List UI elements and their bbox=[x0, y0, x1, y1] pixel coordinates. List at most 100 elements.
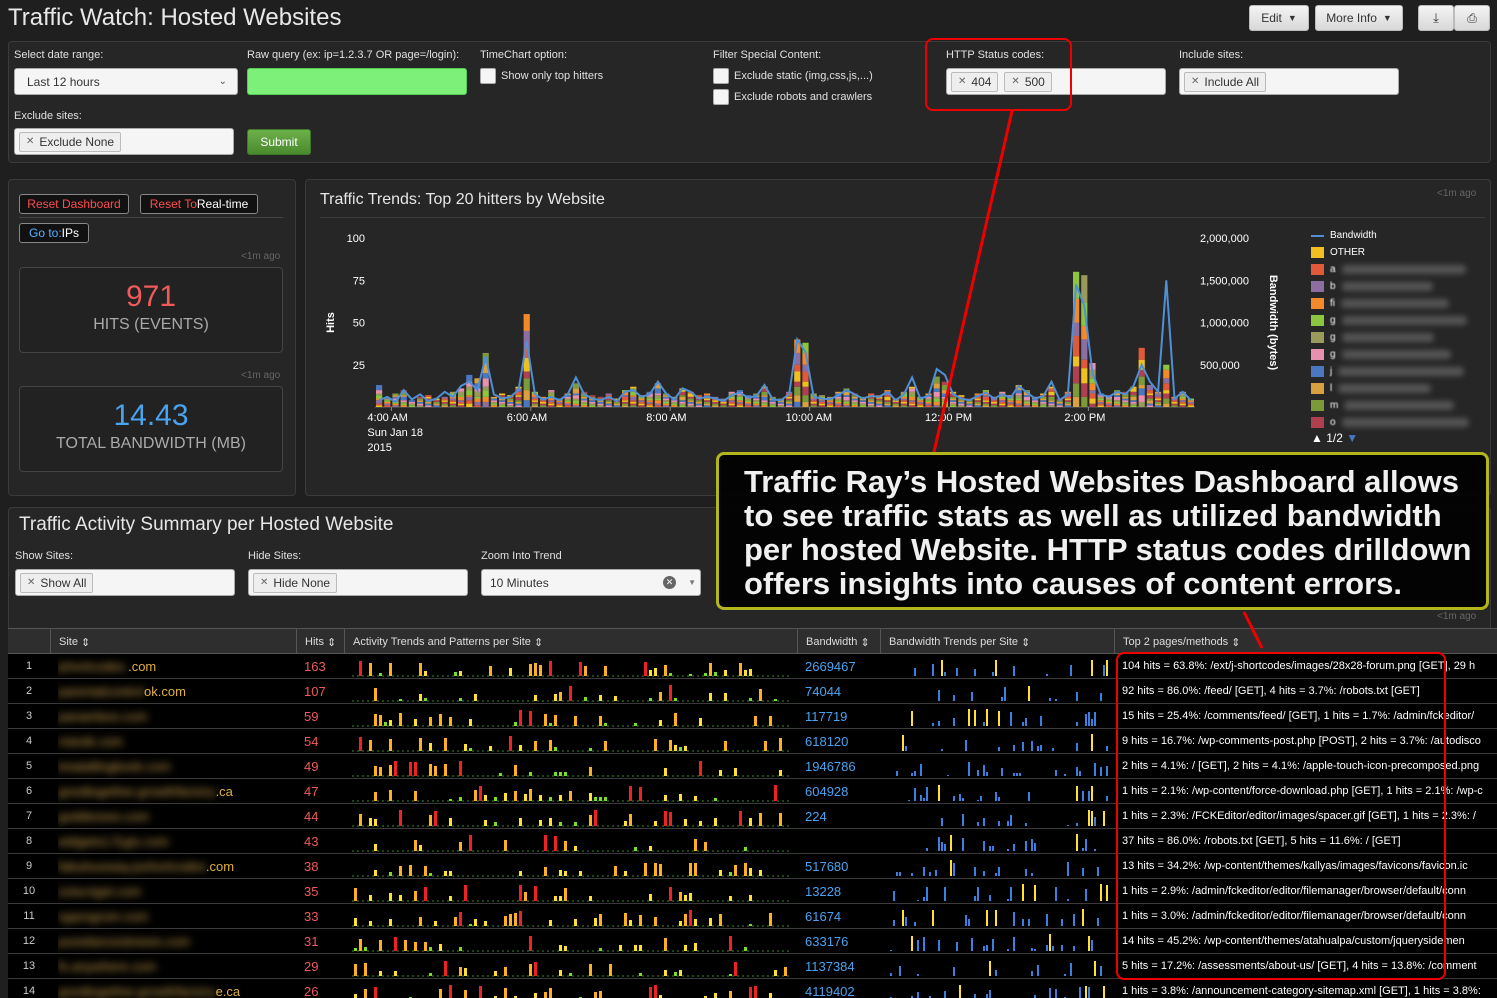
bar-segment[interactable] bbox=[1064, 401, 1071, 404]
bar-segment[interactable] bbox=[1023, 395, 1030, 397]
activity-sparkline[interactable] bbox=[352, 829, 792, 853]
bar-segment[interactable] bbox=[663, 403, 670, 406]
bar-segment[interactable] bbox=[523, 357, 530, 372]
bar-segment[interactable] bbox=[515, 403, 522, 406]
bar-segment[interactable] bbox=[466, 374, 473, 382]
bar-segment[interactable] bbox=[900, 405, 907, 407]
bar-segment[interactable] bbox=[1048, 388, 1055, 392]
bar-segment[interactable] bbox=[1023, 403, 1030, 406]
bar-segment[interactable] bbox=[1155, 400, 1162, 402]
bar-segment[interactable] bbox=[654, 383, 661, 389]
bar-segment[interactable] bbox=[974, 403, 981, 406]
bar-segment[interactable] bbox=[728, 403, 735, 406]
bar-segment[interactable] bbox=[1146, 398, 1153, 401]
date-range-select[interactable]: Last 12 hours ⌄ bbox=[14, 68, 238, 95]
bar-segment[interactable] bbox=[892, 401, 899, 404]
bandwidth-cell[interactable]: 74044 bbox=[805, 683, 842, 699]
show-token[interactable]: ✕ Show All bbox=[20, 572, 94, 593]
table-row[interactable]: 4 rsiesik.com 54 618120 9 hits = 16.7%: /wp-… bbox=[8, 729, 1497, 754]
bar-segment[interactable] bbox=[1064, 398, 1071, 401]
bar-segment[interactable] bbox=[777, 401, 784, 404]
bar-segment[interactable] bbox=[1073, 336, 1080, 357]
bar-segment[interactable] bbox=[1048, 401, 1055, 404]
table-row[interactable]: 11 vgarogrom.com 33 61674 1 hits = 3.0%: /ad… bbox=[8, 904, 1497, 929]
bar-segment[interactable] bbox=[482, 363, 489, 374]
bar-segment[interactable] bbox=[605, 403, 612, 406]
table-row[interactable]: 3 panamboo.com 59 117719 15 hits = 25.4%: /c… bbox=[8, 704, 1497, 729]
bar-segment[interactable] bbox=[499, 395, 506, 397]
bar-segment[interactable] bbox=[679, 403, 686, 406]
table-row[interactable]: 13 fs.anywhere.com 29 1137384 5 hits = 17.2%… bbox=[8, 954, 1497, 979]
table-row[interactable]: 10 zoiscriget.com 35 13228 1 hits = 2.9%: /a… bbox=[8, 879, 1497, 904]
bar-segment[interactable] bbox=[482, 373, 489, 379]
bar-segment[interactable] bbox=[654, 398, 661, 401]
bar-segment[interactable] bbox=[441, 401, 448, 404]
bar-segment[interactable] bbox=[507, 398, 514, 401]
bar-segment[interactable] bbox=[982, 403, 989, 406]
bar-segment[interactable] bbox=[376, 385, 383, 391]
bar-segment[interactable] bbox=[761, 401, 768, 404]
bar-segment[interactable] bbox=[458, 400, 465, 402]
bar-segment[interactable] bbox=[441, 405, 448, 407]
bar-segment[interactable] bbox=[630, 396, 637, 401]
bar-segment[interactable] bbox=[736, 401, 743, 404]
hide-sites-input[interactable]: ✕ Hide None bbox=[248, 569, 468, 596]
legend-item[interactable]: j bbox=[1311, 363, 1486, 380]
bar-segment[interactable] bbox=[933, 405, 940, 407]
bar-segment[interactable] bbox=[466, 381, 473, 387]
bar-segment[interactable] bbox=[1089, 393, 1096, 399]
bar-segment[interactable] bbox=[810, 403, 817, 406]
bar-segment[interactable] bbox=[950, 403, 957, 406]
bandwidth-sparkline[interactable] bbox=[888, 729, 1110, 753]
bar-segment[interactable] bbox=[917, 400, 924, 402]
bar-segment[interactable] bbox=[827, 396, 834, 399]
bar-segment[interactable] bbox=[474, 378, 481, 384]
bar-segment[interactable] bbox=[1040, 396, 1047, 399]
bar-segment[interactable] bbox=[1138, 369, 1145, 377]
bar-segment[interactable] bbox=[556, 401, 563, 404]
activity-sparkline[interactable] bbox=[352, 954, 792, 978]
bar-segment[interactable] bbox=[1073, 383, 1080, 397]
bandwidth-cell[interactable]: 633176 bbox=[805, 933, 849, 949]
bar-segment[interactable] bbox=[1097, 403, 1104, 406]
bar-segment[interactable] bbox=[408, 405, 415, 407]
bar-segment[interactable] bbox=[654, 393, 661, 396]
bar-segment[interactable] bbox=[1146, 400, 1153, 404]
activity-sparkline[interactable] bbox=[352, 929, 792, 953]
bar-segment[interactable] bbox=[523, 390, 530, 401]
bar-segment[interactable] bbox=[1097, 396, 1104, 399]
bar-segment[interactable] bbox=[458, 401, 465, 404]
bar-segment[interactable] bbox=[1023, 390, 1030, 392]
bar-segment[interactable] bbox=[835, 400, 842, 402]
bar-segment[interactable] bbox=[917, 405, 924, 407]
bar-segment[interactable] bbox=[900, 396, 907, 399]
triangle-up-icon[interactable]: ▲ bbox=[1311, 431, 1323, 445]
bar-segment[interactable] bbox=[950, 400, 957, 402]
site-link[interactable]: parentalcontrol ok.com bbox=[58, 679, 296, 703]
bar-segment[interactable] bbox=[999, 403, 1006, 406]
bar-segment[interactable] bbox=[728, 391, 735, 394]
bar-segment[interactable] bbox=[630, 405, 637, 407]
bar-segment[interactable] bbox=[1105, 400, 1112, 402]
bar-segment[interactable] bbox=[1122, 400, 1129, 402]
bar-segment[interactable] bbox=[523, 330, 530, 348]
top-hitters-checkbox[interactable] bbox=[480, 68, 496, 84]
bar-segment[interactable] bbox=[1163, 383, 1170, 391]
bar-segment[interactable] bbox=[1073, 366, 1080, 384]
bar-segment[interactable] bbox=[925, 405, 932, 407]
bandwidth-sparkline[interactable] bbox=[888, 904, 1110, 928]
bar-segment[interactable] bbox=[663, 396, 670, 399]
bar-segment[interactable] bbox=[638, 401, 645, 404]
bar-segment[interactable] bbox=[736, 390, 743, 392]
bar-segment[interactable] bbox=[794, 401, 801, 407]
legend-item[interactable]: l bbox=[1311, 380, 1486, 397]
bar-segment[interactable] bbox=[1130, 386, 1137, 389]
bar-segment[interactable] bbox=[1007, 400, 1014, 402]
bar-segment[interactable] bbox=[868, 405, 875, 407]
bar-segment[interactable] bbox=[589, 401, 596, 404]
bar-segment[interactable] bbox=[736, 403, 743, 406]
activity-sparkline[interactable] bbox=[352, 804, 792, 828]
bar-segment[interactable] bbox=[1146, 405, 1153, 407]
bar-segment[interactable] bbox=[425, 395, 432, 397]
clear-icon[interactable]: ✕ bbox=[663, 576, 676, 589]
